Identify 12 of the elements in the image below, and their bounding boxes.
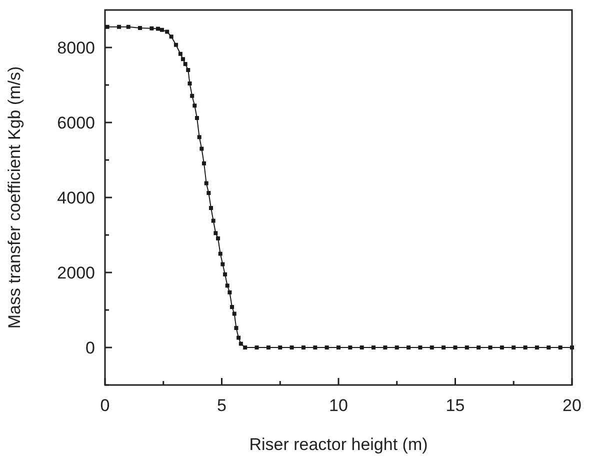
- y-axis-title: Mass transfer coefficient Kgb (m/s): [5, 66, 24, 329]
- y-tick-label: 8000: [57, 38, 95, 58]
- x-tick-label: 5: [217, 396, 226, 415]
- y-tick-label: 2000: [57, 263, 95, 282]
- y-tick-label: 6000: [57, 113, 95, 132]
- x-tick-label: 20: [562, 396, 582, 415]
- x-tick-label: 10: [329, 396, 348, 415]
- x-tick-label: 0: [100, 396, 110, 415]
- y-tick-label: 4000: [57, 188, 95, 208]
- x-axis-title: Riser reactor height (m): [249, 435, 428, 454]
- x-tick-label: 15: [446, 396, 465, 415]
- y-tick-label: 0: [86, 338, 95, 358]
